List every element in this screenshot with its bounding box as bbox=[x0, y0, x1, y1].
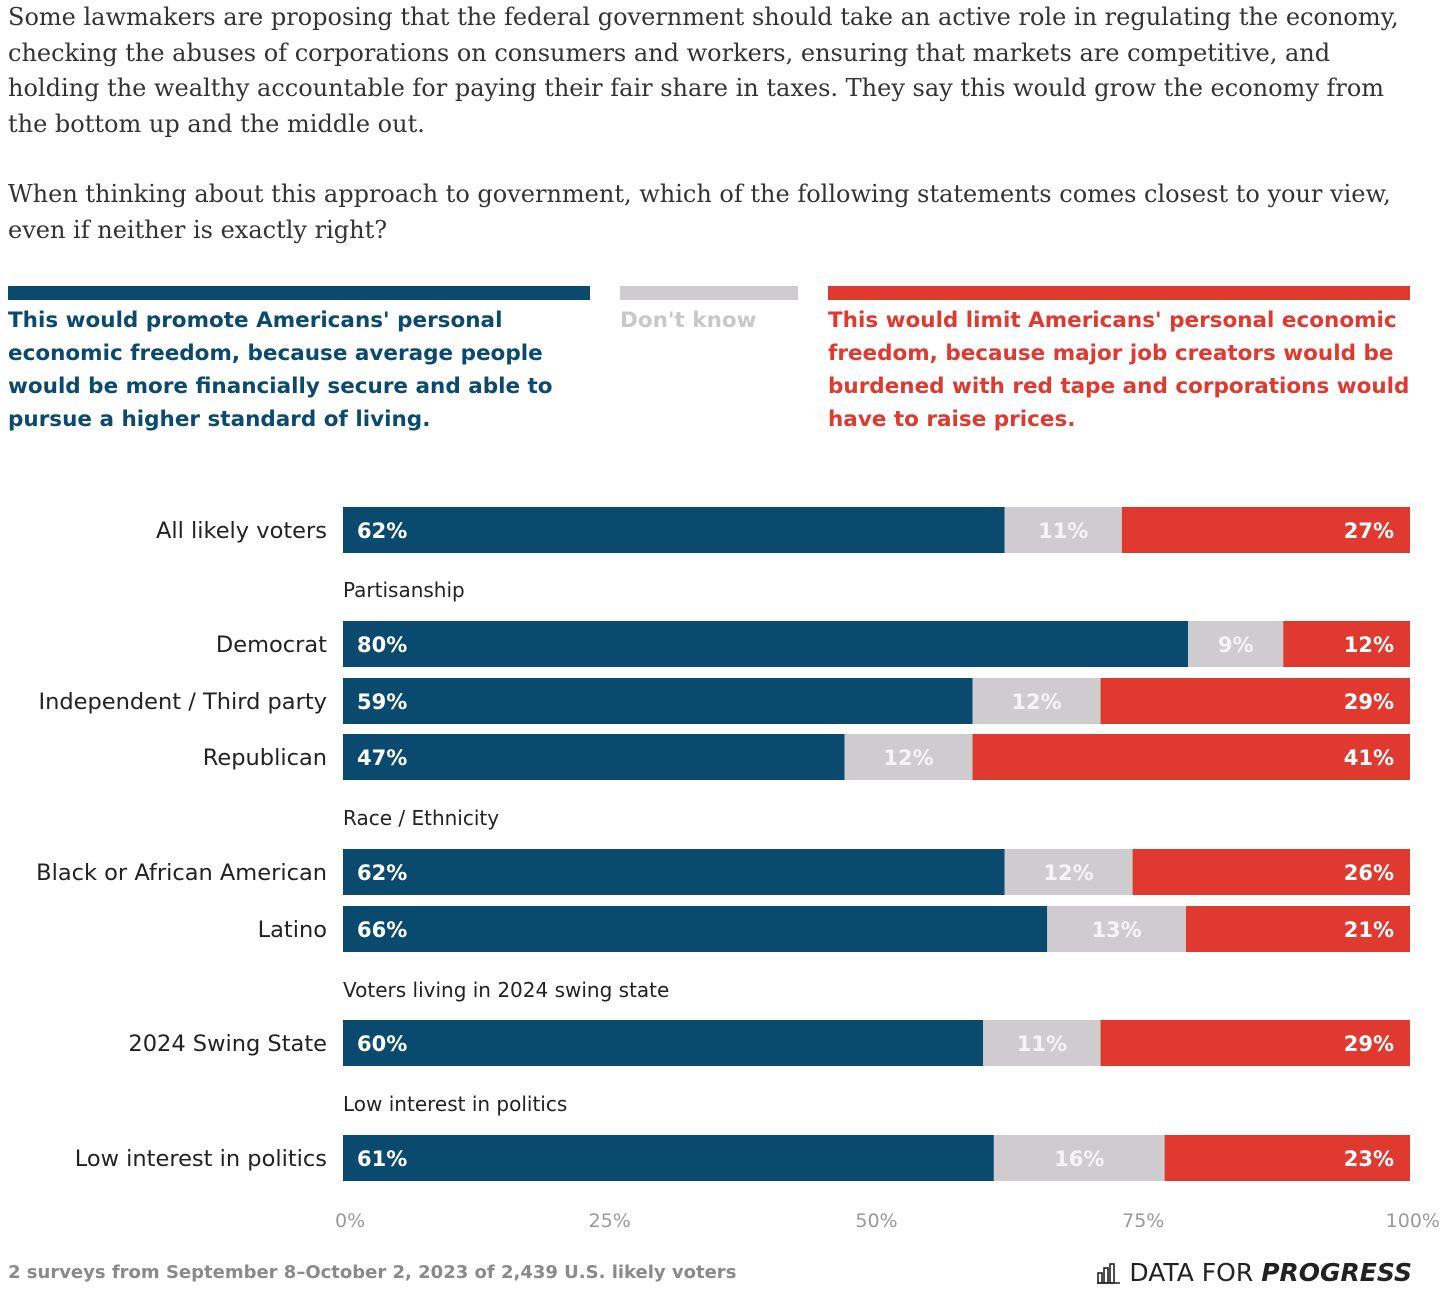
value-label: 12% bbox=[883, 746, 933, 770]
value-label: 12% bbox=[1344, 633, 1394, 657]
bar-segment bbox=[983, 1020, 1101, 1066]
bar-segment bbox=[1185, 906, 1410, 952]
legend-swatch-dont-know bbox=[620, 286, 798, 300]
bar-segment bbox=[1004, 849, 1133, 895]
x-tick-label: 25% bbox=[589, 1210, 631, 1232]
bar-segment bbox=[972, 734, 1410, 780]
value-label: 59% bbox=[357, 690, 407, 714]
row-label: All likely voters bbox=[156, 518, 327, 544]
value-label: 13% bbox=[1091, 918, 1141, 942]
bar-segment bbox=[844, 734, 973, 780]
intro-paragraph: Some lawmakers are proposing that the fe… bbox=[8, 3, 1399, 138]
value-label: 80% bbox=[357, 633, 407, 657]
bar-segment bbox=[993, 1135, 1165, 1181]
value-label: 29% bbox=[1344, 690, 1394, 714]
value-label: 47% bbox=[357, 746, 407, 770]
bar-segment bbox=[1100, 678, 1410, 724]
x-tick-label: 0% bbox=[335, 1210, 365, 1232]
bar-segment bbox=[1188, 621, 1284, 667]
legend-label-limit: This would limit Americans' personal eco… bbox=[828, 308, 1410, 432]
bar-segment bbox=[1004, 507, 1122, 553]
row-label: Independent / Third party bbox=[38, 689, 327, 715]
group-label: Partisanship bbox=[343, 578, 465, 602]
value-label: 16% bbox=[1054, 1147, 1104, 1171]
group-label: Race / Ethnicity bbox=[343, 806, 499, 830]
brand-text-2: PROGRESS bbox=[1261, 1258, 1412, 1287]
value-label: 9% bbox=[1218, 633, 1254, 657]
x-tick-label: 100% bbox=[1386, 1210, 1440, 1232]
bar-segment bbox=[1283, 621, 1410, 667]
value-label: 11% bbox=[1017, 1032, 1067, 1056]
row-label: Republican bbox=[203, 745, 327, 771]
row-label: Black or African American bbox=[36, 860, 327, 886]
bar-segment bbox=[343, 507, 1005, 553]
value-label: 29% bbox=[1344, 1032, 1394, 1056]
legend-swatch-promote bbox=[8, 286, 590, 300]
bar-segment bbox=[1047, 906, 1186, 952]
survey-note: 2 surveys from September 8–October 2, 20… bbox=[8, 1262, 737, 1283]
row-label: 2024 Swing State bbox=[128, 1031, 327, 1057]
bar-segment bbox=[1132, 849, 1410, 895]
value-label: 66% bbox=[357, 918, 407, 942]
stacked-bar-chart: All likely voters 62% 11% 27% Partisanship De… bbox=[36, 507, 1440, 1232]
legend-label-promote: This would promote Americans' personal e… bbox=[8, 308, 553, 432]
value-label: 21% bbox=[1344, 918, 1394, 942]
bar-segment bbox=[1164, 1135, 1410, 1181]
brand-logo: DATA FOR PROGRESS bbox=[1097, 1258, 1412, 1287]
row-label: Democrat bbox=[216, 632, 327, 658]
bar-segment bbox=[343, 1020, 984, 1066]
row-label: Low interest in politics bbox=[75, 1146, 327, 1172]
row-label: Latino bbox=[258, 917, 327, 943]
intro-text: Some lawmakers are proposing that the fe… bbox=[8, 0, 1428, 248]
bar-segment bbox=[343, 849, 1005, 895]
bar-segment bbox=[343, 678, 973, 724]
legend-swatch-limit bbox=[828, 286, 1410, 300]
bar-segment bbox=[1100, 1020, 1410, 1066]
bar-segment bbox=[1121, 507, 1410, 553]
value-label: 62% bbox=[357, 519, 407, 543]
value-label: 62% bbox=[357, 861, 407, 885]
value-label: 23% bbox=[1344, 1147, 1394, 1171]
value-label: 11% bbox=[1038, 519, 1088, 543]
brand-text-1: DATA FOR bbox=[1129, 1258, 1254, 1287]
question-paragraph: When thinking about this approach to gov… bbox=[8, 180, 1391, 244]
bar-segment bbox=[343, 734, 845, 780]
value-label: 26% bbox=[1344, 861, 1394, 885]
value-label: 12% bbox=[1011, 690, 1061, 714]
value-label: 12% bbox=[1043, 861, 1093, 885]
group-label: Voters living in 2024 swing state bbox=[343, 978, 669, 1002]
bar-chart-icon bbox=[1097, 1262, 1121, 1284]
legend-label-dont-know: Don't know bbox=[620, 308, 757, 333]
bar-segment bbox=[343, 906, 1048, 952]
value-label: 60% bbox=[357, 1032, 407, 1056]
value-label: 61% bbox=[357, 1147, 407, 1171]
x-tick-label: 50% bbox=[855, 1210, 897, 1232]
bar-segment bbox=[343, 1135, 994, 1181]
value-label: 27% bbox=[1344, 519, 1394, 543]
x-tick-label: 75% bbox=[1122, 1210, 1164, 1232]
bar-segment bbox=[972, 678, 1101, 724]
value-label: 41% bbox=[1344, 746, 1394, 770]
group-label: Low interest in politics bbox=[343, 1092, 567, 1116]
bar-segment bbox=[343, 621, 1189, 667]
